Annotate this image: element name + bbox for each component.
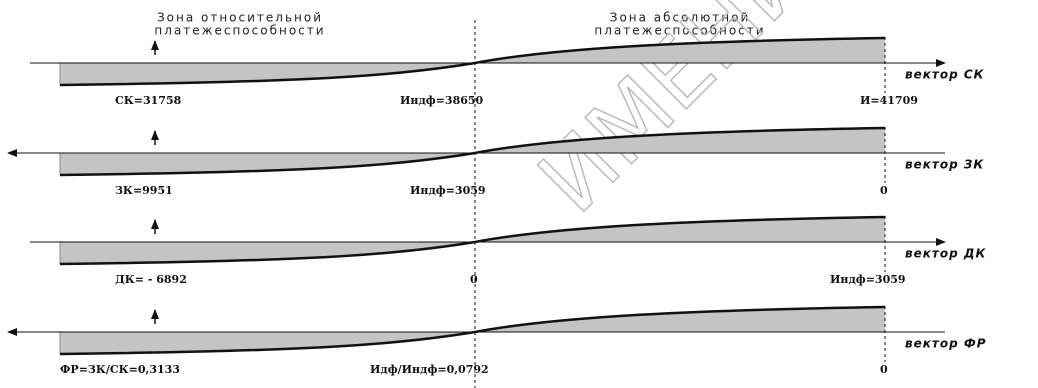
value-label: СК=31758 [115,94,182,107]
curve [59,305,886,356]
vector-label: вектор ФР [905,337,987,351]
zone-area [60,128,885,175]
zone-area [60,38,885,85]
value-label: ФР=ЗК/СК=0,3133 [60,363,180,376]
value-label: Индф=38650 [400,94,484,107]
zone-area [60,217,885,264]
zone-title: платежеспособности [594,24,765,38]
value-label: 0 [880,184,888,197]
value-label: ДК= - 6892 [115,273,187,286]
zone-title: Зона абсолютной [610,11,751,25]
value-label: Идф/Индф=0,0792 [370,363,489,376]
vector-label: вектор ДК [905,247,987,261]
zone-area [60,307,885,354]
value-label: Индф=3059 [830,273,906,286]
curve [59,126,886,177]
zone-title: платежеспособности [154,24,325,38]
vector-label: вектор ЗК [905,158,984,172]
value-label: 0 [470,273,478,286]
watermark: ИМЕНИ Ф. С [519,0,991,233]
vector-label: вектор СК [905,68,985,82]
value-label: ЗК=9951 [115,184,173,197]
value-label: 0 [880,363,888,376]
value-label: Индф=3059 [410,184,486,197]
curve [59,215,886,266]
zone-title: Зона относительной [157,11,323,25]
curve [59,36,886,87]
value-label: И=41709 [860,94,918,107]
